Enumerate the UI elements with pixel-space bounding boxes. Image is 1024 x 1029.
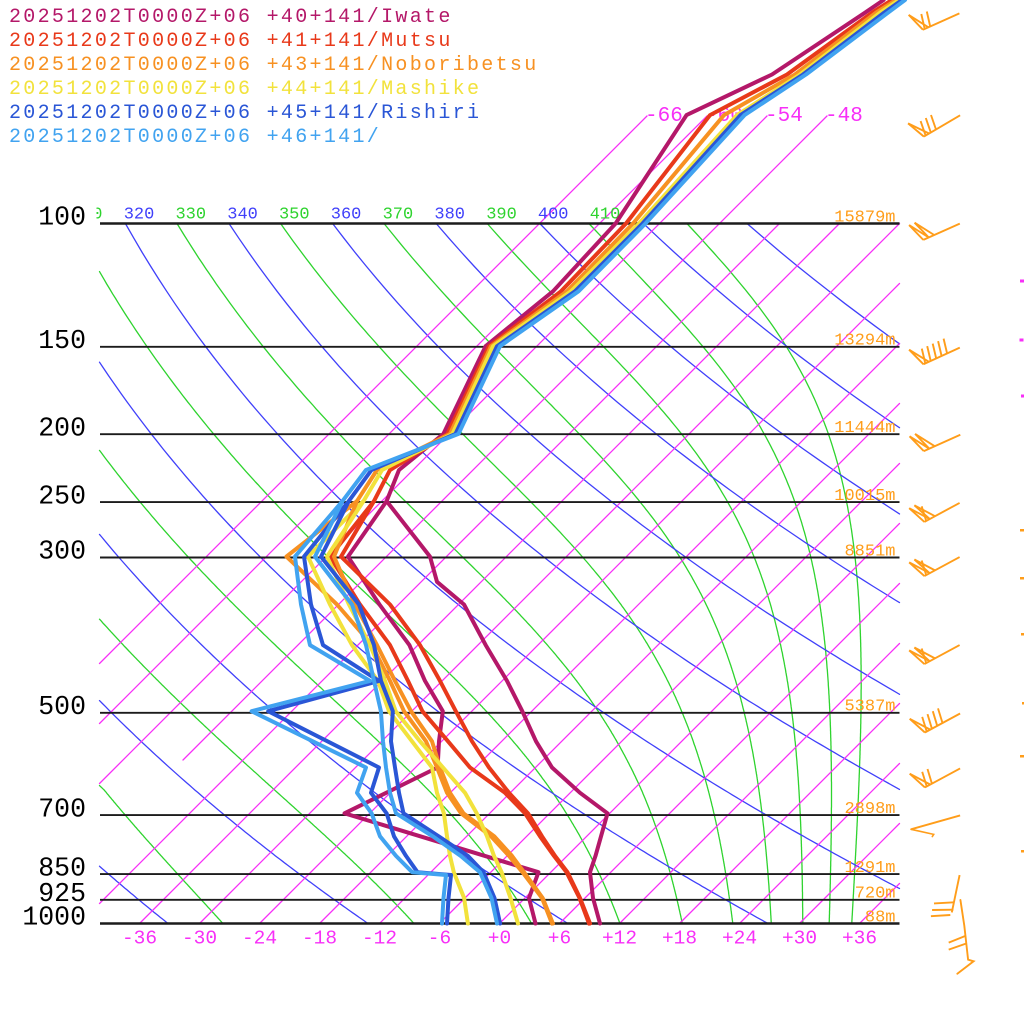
svg-text:-30: -30 — [182, 928, 217, 950]
svg-text:20251202T0000Z+06 +46+141/: 20251202T0000Z+06 +46+141/ — [9, 126, 381, 149]
svg-text:20251202T0000Z+06 +44+141/Mash: 20251202T0000Z+06 +44+141/Mashike — [9, 78, 481, 101]
svg-text:+30: +30 — [782, 928, 817, 950]
svg-text:720m: 720m — [855, 885, 896, 904]
svg-text:-24: -24 — [242, 928, 277, 950]
svg-text:1291m: 1291m — [844, 859, 895, 878]
svg-text:-6: -6 — [428, 928, 451, 950]
svg-text:20251202T0000Z+06 +43+141/Nobo: 20251202T0000Z+06 +43+141/Noboribetsu — [9, 54, 539, 77]
svg-text:-66: -66 — [645, 105, 683, 128]
svg-text:-48: -48 — [825, 105, 863, 128]
svg-text:-18: -18 — [302, 928, 337, 950]
svg-text:150: 150 — [38, 326, 86, 356]
svg-text:360: 360 — [331, 206, 362, 225]
svg-text:2898m: 2898m — [844, 800, 895, 819]
svg-text:320: 320 — [124, 206, 155, 225]
svg-text:-12: -12 — [362, 928, 397, 950]
svg-text:20251202T0000Z+06 +40+141/Iwat: 20251202T0000Z+06 +40+141/Iwate — [9, 6, 453, 29]
svg-text:200: 200 — [38, 413, 86, 443]
svg-text:250: 250 — [38, 481, 86, 511]
svg-text:88m: 88m — [865, 908, 896, 927]
svg-text:330: 330 — [175, 206, 206, 225]
svg-text:500: 500 — [38, 692, 86, 722]
svg-text:700: 700 — [38, 794, 86, 824]
svg-text:8851m: 8851m — [844, 542, 895, 561]
svg-text:10015m: 10015m — [834, 487, 895, 506]
svg-text:+18: +18 — [662, 928, 697, 950]
svg-text:+0: +0 — [488, 928, 511, 950]
svg-text:15879m: 15879m — [834, 208, 895, 227]
svg-text:+6: +6 — [548, 928, 571, 950]
svg-text:+12: +12 — [602, 928, 637, 950]
svg-text:20251202T0000Z+06 +45+141/Rish: 20251202T0000Z+06 +45+141/Rishiri — [9, 102, 481, 125]
svg-text:13294m: 13294m — [834, 332, 895, 351]
svg-text:350: 350 — [279, 206, 310, 225]
svg-text:300: 300 — [38, 537, 86, 567]
svg-text:380: 380 — [434, 206, 465, 225]
svg-text:370: 370 — [383, 206, 414, 225]
svg-text:390: 390 — [486, 206, 517, 225]
svg-text:340: 340 — [227, 206, 258, 225]
svg-text:+24: +24 — [722, 928, 757, 950]
svg-text:+36: +36 — [842, 928, 877, 950]
svg-text:400: 400 — [538, 206, 569, 225]
svg-text:11444m: 11444m — [834, 419, 895, 438]
svg-text:1000: 1000 — [22, 903, 86, 933]
svg-text:-36: -36 — [122, 928, 157, 950]
svg-text:20251202T0000Z+06 +41+141/Muts: 20251202T0000Z+06 +41+141/Mutsu — [9, 30, 453, 53]
svg-text:5387m: 5387m — [844, 698, 895, 717]
svg-text:100: 100 — [38, 203, 86, 233]
svg-text:-54: -54 — [765, 105, 803, 128]
